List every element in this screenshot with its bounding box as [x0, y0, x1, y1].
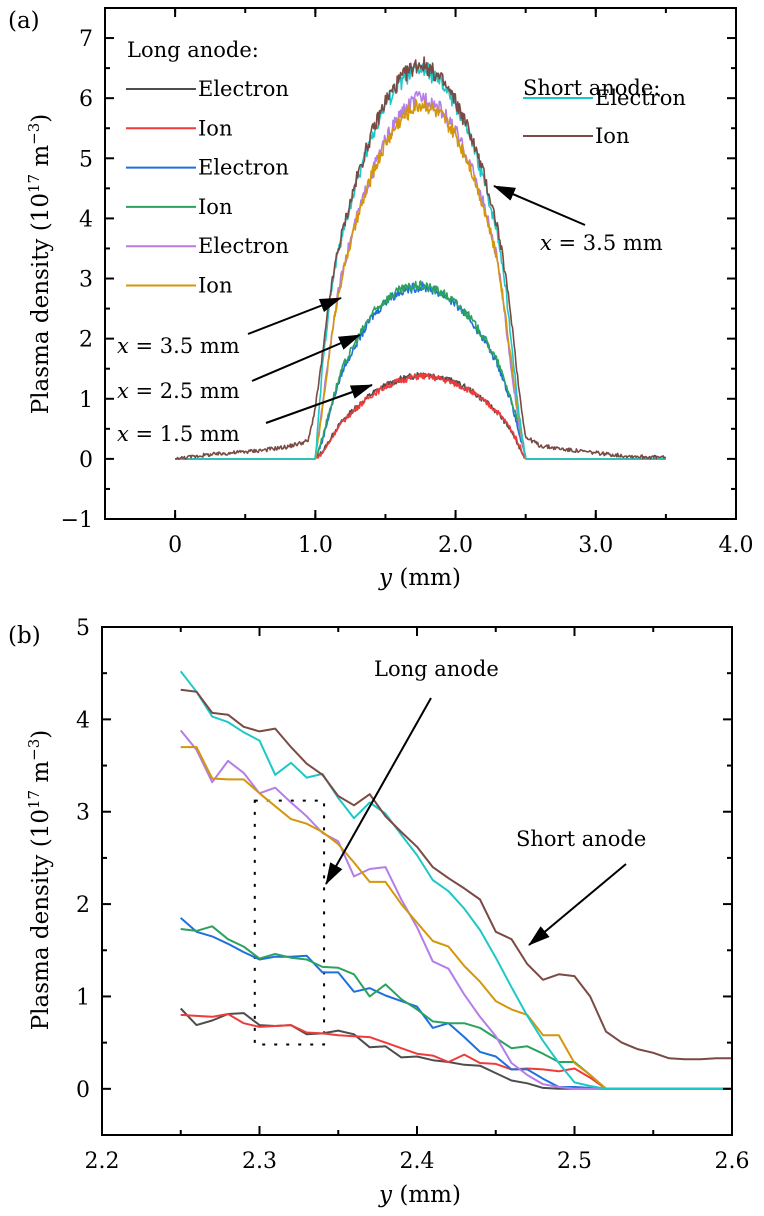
x-tick-label: 2.3 [242, 1149, 277, 1174]
annotation-arrow [528, 863, 627, 946]
series-line-7 [175, 62, 666, 460]
y-tick-label: 7 [79, 27, 93, 52]
x-tick-label: 1.0 [298, 533, 333, 558]
series-line-8 [175, 56, 667, 460]
legend-label: Ion [198, 274, 232, 298]
y-tick-label: 0 [76, 1078, 90, 1103]
legend-label: Electron [595, 86, 686, 110]
panel-a-y-axis-title: Plasma density (1017 m−3) [25, 114, 54, 415]
panel-b-label: (b) [8, 623, 41, 649]
panel-a-label: (a) [8, 8, 40, 34]
annotation-label: x = 2.5 mm [117, 379, 240, 403]
y-tick-label: 5 [79, 147, 93, 172]
series-line-7 [179, 670, 732, 1090]
panel-b-tick-labels: 2.2 2.3 2.4 2.5 2.6 0 1 2 3 4 5 [76, 616, 750, 1174]
series-line-5 [179, 729, 732, 1090]
legend-entry: Ion [126, 195, 232, 219]
panel-a-ticks [104, 8, 737, 520]
highlight-box [253, 799, 326, 1046]
y-tick-label: 4 [76, 708, 90, 733]
annotation-label: x = 3.5 mm [540, 231, 663, 255]
legend-entry: Electron [126, 234, 289, 258]
series-line-1 [179, 1007, 732, 1090]
x-tick-label: 2.4 [400, 1149, 435, 1174]
panel-a-x-axis-title: y (mm) [378, 565, 461, 591]
annotation-long-x25: x = 2.5 mm [117, 334, 361, 403]
x-tick-label: 4.0 [719, 533, 754, 558]
panel-a-curves [175, 56, 667, 460]
y-tick-label: −1 [61, 508, 93, 533]
legend-label: Ion [198, 195, 232, 219]
series-line-2 [175, 372, 666, 460]
legend-entry: Electron [126, 77, 289, 101]
series-line-4 [180, 925, 732, 1090]
legend-label: Ion [595, 124, 629, 148]
annotation-arrow [325, 697, 432, 885]
annotation-label: x = 1.5 mm [117, 422, 240, 446]
panel-b-ticks [101, 626, 733, 1135]
legend-short-anode-title: Short anode: [523, 76, 660, 100]
y-tick-label: 2 [79, 328, 93, 353]
panel-b-x-axis-title: y (mm) [378, 1182, 461, 1208]
panel-b-frame [101, 626, 733, 1136]
y-tick-label: 2 [76, 893, 90, 918]
annotation-short-x35: x = 3.5 mm [493, 185, 663, 255]
panel-a-frame [104, 7, 737, 520]
series-line-6 [180, 746, 732, 1090]
legend-long-anode: Long anode: Electron Ion Electron Ion Electr… [118, 30, 328, 300]
y-tick-label: 5 [76, 616, 90, 641]
x-tick-label: 2.0 [438, 533, 473, 558]
annotation-long-anode: Long anode [325, 657, 499, 885]
legend-label: Electron [198, 234, 289, 258]
annotation-arrow [493, 185, 586, 226]
annotation-arrow [265, 384, 373, 424]
series-line-3 [175, 281, 666, 460]
y-tick-label: 3 [79, 268, 93, 293]
legend-entry: Ion [523, 124, 629, 148]
panel-b-curves [179, 670, 732, 1090]
x-tick-label: 0 [168, 533, 182, 558]
legend-label: Electron [198, 77, 289, 101]
panel-b-y-axis-title: Plasma density (1017 m−3) [25, 730, 54, 1031]
legend-label: Ion [198, 116, 232, 140]
legend-short-anode: Short anode: Electron Ion [523, 76, 686, 148]
annotation-arrow [251, 334, 361, 382]
annotation-label: x = 3.5 mm [117, 334, 240, 358]
panel-a-tick-labels: 0 1.0 2.0 3.0 4.0 −1 0 1 2 3 4 5 6 7 [61, 27, 754, 558]
y-tick-label: 1 [79, 388, 93, 413]
legend-entry: Ion [126, 274, 232, 298]
legend-entry: Ion [126, 116, 232, 140]
annotation-label: Short anode [516, 827, 646, 851]
y-tick-label: 0 [79, 448, 93, 473]
y-tick-label: 3 [76, 801, 90, 826]
highlight-box-outline [253, 799, 326, 1046]
legend-label: Electron [198, 156, 289, 180]
y-tick-label: 4 [79, 207, 93, 232]
annotation-short-anode: Short anode [516, 827, 646, 946]
annotation-arrow [247, 297, 342, 335]
x-tick-label: 2.5 [557, 1149, 592, 1174]
legend-entry: Electron [126, 156, 289, 180]
x-tick-label: 3.0 [578, 533, 613, 558]
y-tick-label: 1 [76, 985, 90, 1010]
annotation-long-x35: x = 3.5 mm [117, 297, 342, 358]
legend-long-anode-title: Long anode: [127, 38, 259, 62]
legend-entry: Electron [523, 86, 686, 110]
annotation-long-x15: x = 1.5 mm [117, 384, 373, 446]
panel-a: (a) 0 1.0 2.0 3.0 4.0 −1 0 1 2 3 4 5 6 7 Plasma densi… [8, 7, 754, 591]
series-line-4 [175, 280, 666, 460]
panel-b: (b) 2.2 2.3 2.4 2.5 2.6 0 1 2 3 4 5 Plasma density… [8, 616, 750, 1208]
y-tick-label: 6 [79, 87, 93, 112]
x-tick-label: 2.2 [85, 1149, 120, 1174]
x-tick-label: 2.6 [715, 1149, 750, 1174]
series-line-1 [175, 371, 666, 460]
annotation-label: Long anode [374, 657, 499, 681]
series-line-8 [180, 688, 732, 1061]
